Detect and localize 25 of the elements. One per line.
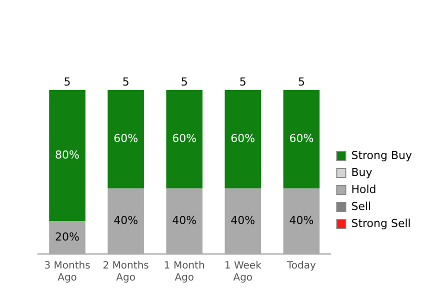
data-label: 60%	[289, 132, 314, 146]
legend-label: Strong Buy	[351, 148, 412, 162]
data-label: 40%	[230, 214, 256, 228]
legend-label: Hold	[351, 182, 376, 196]
annotation: 5	[298, 75, 305, 88]
data-label: 40%	[289, 214, 314, 228]
data-label: 60%	[114, 132, 138, 146]
annotation: 5	[64, 75, 71, 88]
data-label: 60%	[230, 132, 256, 146]
x-tick-label: 2 Months Ago	[102, 260, 149, 284]
annotation: 5	[239, 75, 246, 88]
data-label: 40%	[114, 214, 138, 228]
legend-label: Sell	[351, 200, 372, 213]
legend-label: Strong Sell	[351, 216, 411, 230]
legend-label: Buy	[351, 166, 373, 179]
data-label: 60%	[172, 132, 197, 146]
x-tick-label: 1 Month Ago	[164, 260, 205, 284]
data-label: 80%	[55, 148, 80, 162]
x-tick-label: 3 Months Ago	[44, 260, 90, 284]
x-tick-label: 1 Week Ago	[224, 260, 262, 284]
annotation: 5	[180, 75, 188, 88]
annotation: 5	[122, 75, 130, 88]
data-label: 40%	[172, 214, 197, 228]
data-label: 20%	[55, 230, 80, 244]
x-tick-label: Today	[286, 260, 316, 272]
